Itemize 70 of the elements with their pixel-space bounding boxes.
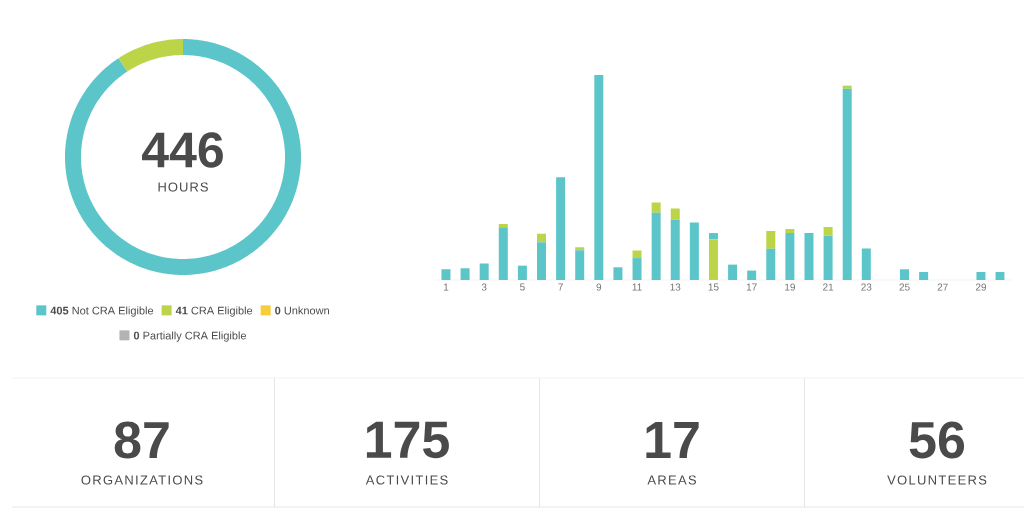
bar: [441, 269, 451, 280]
bar: [575, 247, 585, 251]
bar: [842, 88, 852, 280]
bar: [651, 212, 661, 280]
bar: [613, 267, 623, 280]
bar: [766, 248, 776, 280]
bar: [804, 233, 814, 280]
x-tick-label: 5: [520, 283, 525, 291]
bar: [823, 235, 833, 280]
bar: [537, 242, 546, 280]
text: 446: [142, 132, 223, 168]
bar: [632, 258, 642, 280]
data-label: 405: [50, 306, 69, 315]
x-tick-label: 7: [558, 283, 563, 291]
x-tick-label: 25: [899, 283, 910, 291]
bar: [842, 85, 852, 89]
text: 0: [275, 306, 281, 315]
legend-label: Unknown: [284, 306, 329, 315]
category-label: ORGANIZATIONS: [81, 475, 203, 485]
bar: [766, 231, 776, 249]
bar: [919, 272, 929, 280]
bar: [479, 263, 489, 280]
category-label: ACTIVITIES: [365, 475, 448, 485]
x-tick-label: 21: [823, 283, 834, 291]
data-label: 87: [114, 421, 169, 459]
x-tick-label: 3: [481, 283, 487, 291]
data-label: 17: [646, 422, 699, 458]
bar: [498, 227, 508, 280]
bar: [823, 227, 833, 236]
bar: [460, 268, 470, 280]
bar: [498, 224, 508, 228]
bar: [670, 208, 680, 220]
bar: [747, 270, 757, 280]
data-label: 175: [366, 421, 449, 459]
bar: [708, 239, 718, 280]
bar: [976, 272, 986, 280]
category-label: VOLUNTEERS: [887, 475, 987, 485]
x-tick-label: 29: [975, 283, 987, 291]
data-label: 56: [909, 421, 965, 459]
legend-label: Partially CRA Eligible: [143, 331, 247, 342]
text: 0: [133, 331, 140, 340]
bar: [556, 177, 566, 280]
x-tick-label: 27: [937, 283, 948, 291]
x-tick-label: 9: [596, 283, 602, 291]
text: HOURS: [158, 182, 208, 192]
data-label: 41: [175, 306, 188, 315]
bar: [632, 250, 642, 259]
bar: [517, 265, 527, 280]
bar: [575, 250, 585, 280]
legend-label: CRA Eligible: [191, 306, 253, 317]
bar: [689, 222, 699, 280]
bar: [785, 228, 795, 234]
bar: [900, 269, 910, 280]
bar: [785, 233, 795, 280]
bar: [651, 202, 661, 213]
bar: [594, 75, 604, 280]
x-tick-label: 23: [861, 283, 872, 291]
x-tick-label: 19: [785, 283, 795, 291]
bar: [861, 248, 871, 280]
x-tick-label: 13: [670, 283, 681, 291]
x-tick-label: 15: [708, 283, 719, 291]
x-tick-label: 11: [632, 283, 642, 291]
bar: [670, 219, 680, 280]
category-label: AREAS: [647, 475, 697, 485]
x-tick-label: 1: [443, 283, 449, 291]
bar: [537, 233, 546, 243]
legend-label: Not CRA Eligible: [72, 306, 154, 317]
x-tick-label: 17: [746, 283, 757, 291]
bar: [728, 264, 738, 280]
bar: [708, 233, 718, 240]
